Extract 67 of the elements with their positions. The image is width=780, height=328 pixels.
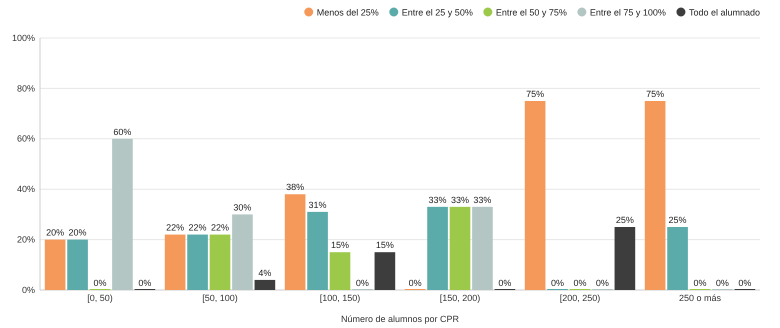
x-tick-label: [100, 150): [320, 293, 360, 303]
bar: [307, 212, 328, 290]
y-tick-label: 40%: [16, 184, 35, 194]
data-label: 33%: [473, 194, 492, 205]
data-label: 0%: [551, 278, 564, 288]
data-label: 25%: [616, 215, 634, 225]
data-label: 22%: [210, 222, 230, 233]
legend-label: Todo el alumnado: [688, 8, 760, 18]
data-label: 0%: [573, 278, 587, 288]
legend-label: Entre el 25 y 50%: [402, 8, 473, 18]
x-tick-label: 250 o más: [678, 293, 722, 303]
data-label: 0%: [93, 278, 107, 288]
data-label: 31%: [308, 200, 327, 210]
data-label: 0%: [138, 278, 152, 288]
data-label: 75%: [646, 89, 664, 99]
bar: [524, 101, 546, 290]
y-tick-label: 100%: [12, 32, 35, 43]
legend-label: Menos del 25%: [316, 8, 379, 18]
bar: [330, 252, 350, 290]
data-label: 33%: [450, 194, 470, 205]
bar: [450, 206, 470, 290]
bar: [427, 206, 448, 290]
data-label: 0%: [738, 278, 752, 288]
bar: [67, 240, 88, 290]
bar: [667, 227, 688, 290]
bar: [187, 234, 208, 290]
data-label: 22%: [188, 222, 207, 233]
x-tick-label: [0, 50): [87, 293, 113, 303]
bar: [44, 240, 66, 290]
data-label: 30%: [233, 202, 252, 212]
y-tick-label: 60%: [16, 134, 35, 144]
x-axis-title: Número de alumnos por CPR: [340, 314, 460, 324]
data-label: 15%: [376, 240, 394, 250]
y-tick-label: 20%: [16, 234, 35, 244]
legend-label: Entre el 50 y 75%: [496, 8, 567, 18]
data-label: 75%: [526, 89, 544, 99]
data-label: 4%: [258, 268, 272, 278]
data-label: 15%: [330, 240, 350, 250]
data-label: 20%: [68, 228, 87, 238]
bar: [374, 252, 396, 290]
bar: [472, 206, 493, 290]
data-label: 25%: [668, 215, 687, 225]
bar: [284, 194, 306, 290]
bar: [614, 227, 636, 290]
data-label: 38%: [286, 182, 304, 192]
bar: [210, 234, 230, 290]
bar: [644, 101, 666, 290]
data-label: 0%: [716, 278, 729, 288]
data-label: 22%: [166, 222, 184, 233]
x-tick-label: [50, 100): [202, 293, 238, 303]
y-tick-label: 80%: [16, 83, 35, 94]
data-label: 0%: [408, 278, 422, 288]
bar: [232, 214, 253, 290]
bar: [164, 234, 186, 290]
legend-label: Entre el 75 y 100%: [590, 8, 666, 18]
data-label: 0%: [693, 278, 707, 288]
data-label: 0%: [596, 278, 609, 288]
x-tick-label: [150, 200): [440, 293, 480, 303]
data-label: 60%: [113, 126, 132, 137]
data-label: 0%: [498, 278, 512, 288]
data-label: 33%: [428, 194, 447, 205]
x-tick-label: [200, 250): [560, 293, 600, 303]
data-label: 20%: [46, 228, 64, 238]
bar: [254, 280, 276, 290]
bar: [112, 138, 133, 290]
y-tick-label: 0%: [22, 284, 35, 295]
data-label: 0%: [356, 278, 369, 288]
